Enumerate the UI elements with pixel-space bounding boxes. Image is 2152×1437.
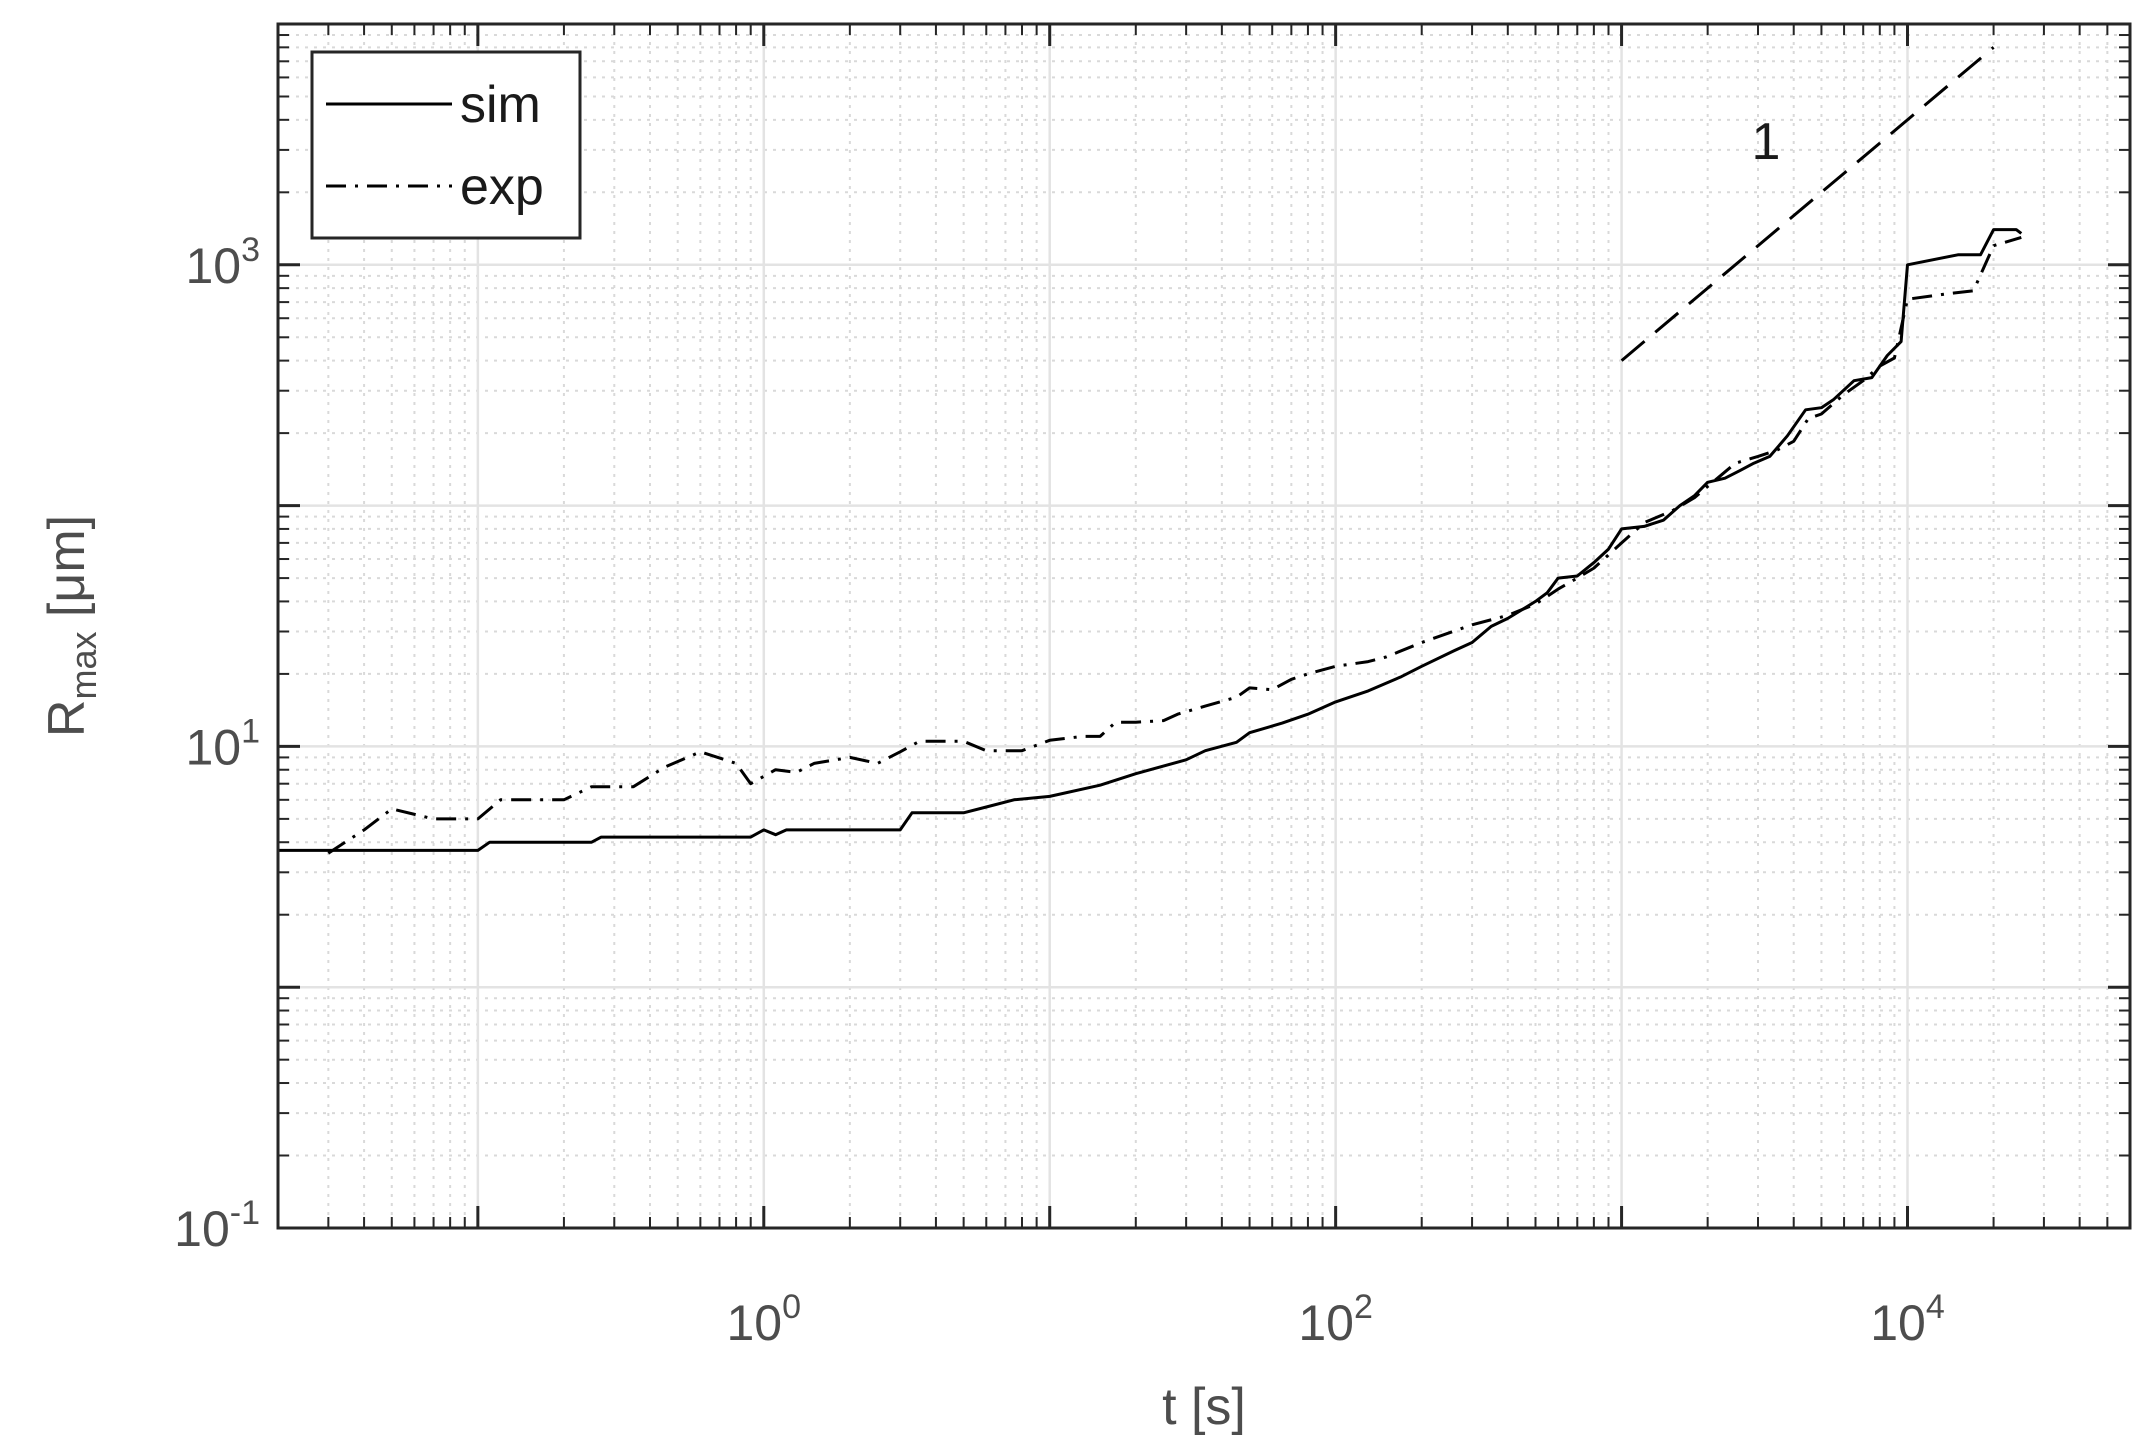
y-tick-label: 101	[185, 712, 260, 775]
minor-ticks	[277, 24, 2131, 1228]
y-tick-label-base: 10	[174, 1201, 230, 1257]
legend: sim exp	[310, 50, 582, 240]
x-tick-label-exponent: 0	[782, 1288, 801, 1326]
y-axis-label: Rmax [μm]	[38, 515, 104, 737]
y-tick-label-base: 10	[185, 238, 241, 294]
y-tick-label-exponent: 1	[241, 712, 260, 750]
y-axis-label-base: R	[38, 700, 96, 738]
x-tick-label-base: 10	[727, 1295, 783, 1351]
y-axis-label-rest: [μm]	[38, 515, 96, 632]
series-layer	[278, 46, 2023, 855]
series-line-sim	[278, 228, 2023, 852]
series-line-exp	[327, 235, 2022, 855]
x-tick-label-base: 10	[1298, 1295, 1354, 1351]
y-tick-label: 10-1	[174, 1194, 260, 1257]
y-tick-label-exponent: -1	[230, 1194, 260, 1232]
y-tick-label: 103	[185, 231, 260, 294]
slope-annotation: 1	[1752, 113, 1781, 171]
y-axis-label-subscript: max	[63, 632, 104, 700]
y-tick-label-base: 10	[185, 719, 241, 775]
series-line-reference-slope	[1620, 46, 1995, 362]
minor-grid	[277, 24, 2131, 1228]
annotation-layer: 1	[1752, 113, 1781, 171]
legend-label-exp: exp	[460, 158, 544, 216]
y-tick-label-exponent: 3	[241, 231, 260, 269]
major-ticks	[278, 22, 2130, 1230]
x-tick-label-exponent: 2	[1354, 1288, 1373, 1326]
x-tick-label: 104	[1870, 1288, 1945, 1351]
x-tick-label: 102	[1298, 1288, 1373, 1351]
legend-box	[310, 50, 582, 240]
x-axis-label: t [s]	[1162, 1378, 1246, 1436]
x-tick-label: 100	[727, 1288, 802, 1351]
x-tick-label-base: 10	[1870, 1295, 1926, 1351]
plot-frame	[276, 22, 2132, 1230]
legend-label-sim: sim	[460, 76, 541, 134]
major-grid	[278, 22, 2130, 1230]
x-tick-label-exponent: 4	[1926, 1288, 1945, 1326]
